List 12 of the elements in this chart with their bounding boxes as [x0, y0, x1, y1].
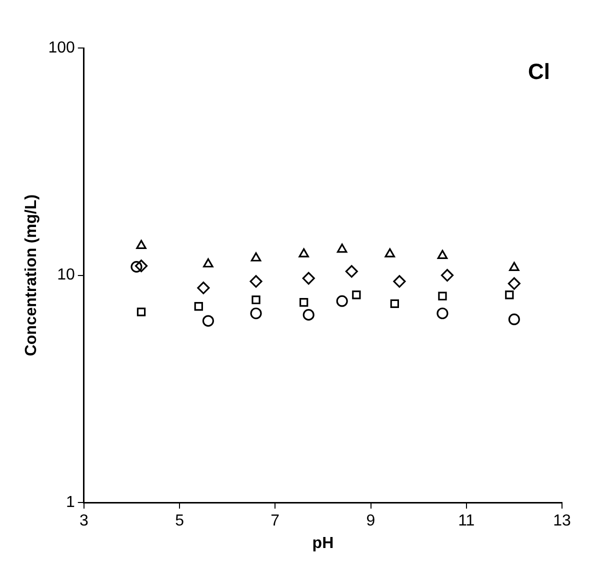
x-tick-label: 7	[270, 512, 280, 530]
y-axis-title: Concentration (mg/L)	[23, 194, 40, 356]
x-tick-label: 11	[458, 512, 475, 530]
x-tick-label: 9	[366, 512, 376, 530]
x-tick-label: 3	[79, 512, 88, 530]
y-tick-label: 100	[48, 39, 75, 56]
x-tick-label: 5	[175, 512, 184, 530]
annotation: Cl	[528, 59, 550, 84]
x-tick-label: 13	[553, 512, 571, 530]
y-tick-label: 1	[66, 494, 75, 512]
x-axis-title: pH	[312, 534, 334, 552]
y-tick-label: 10	[57, 266, 75, 284]
